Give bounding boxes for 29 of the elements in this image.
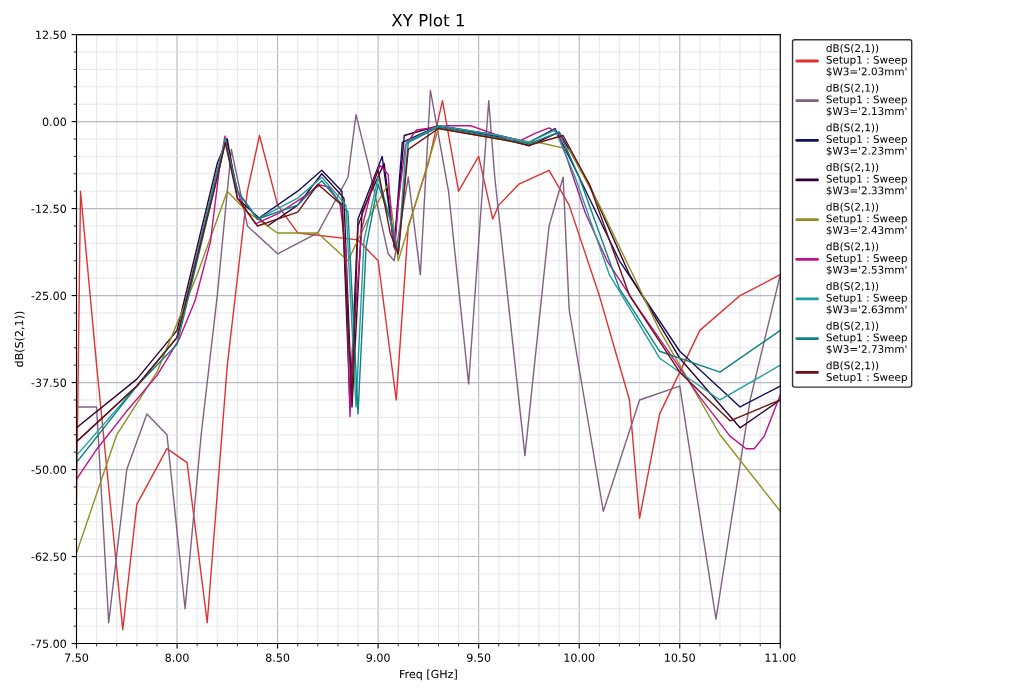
y-tick-label: -75.00 <box>31 639 67 648</box>
legend-label: dB(S(2,1)) Setup1 : Sweep $W3='2.43mm' <box>826 202 907 236</box>
legend-label: dB(S(2,1)) Setup1 : Sweep <box>826 361 907 383</box>
chart-title: XY Plot 1 <box>391 13 464 27</box>
x-axis-title: Freq [GHz] <box>400 669 457 681</box>
x-tick-label: 10.00 <box>564 653 595 662</box>
x-tick-label: 9.50 <box>467 653 491 662</box>
y-tick-label: 12.50 <box>36 30 67 39</box>
y-tick-label: -25.00 <box>31 291 67 300</box>
y-tick-label: -62.50 <box>31 552 67 561</box>
y-tick-label: 0.00 <box>42 117 67 126</box>
line-series <box>76 127 781 554</box>
legend-label: dB(S(2,1)) Setup1 : Sweep $W3='2.63mm' <box>826 281 907 315</box>
y-tick-label: -12.50 <box>31 204 67 213</box>
y-tick-label: -50.00 <box>31 465 67 474</box>
x-tick-label: 8.00 <box>165 653 189 662</box>
legend-label: dB(S(2,1)) Setup1 : Sweep $W3='2.73mm' <box>826 321 907 355</box>
legend-label: dB(S(2,1)) Setup1 : Sweep $W3='2.23mm' <box>826 123 907 157</box>
legend-label: dB(S(2,1)) Setup1 : Sweep $W3='2.33mm' <box>826 162 907 196</box>
y-axis-title: dB(S(2,1)) <box>14 311 25 367</box>
x-tick-label: 10.50 <box>665 653 695 662</box>
x-tick-label: 7.50 <box>65 653 89 662</box>
x-tick-label: 11.00 <box>765 653 796 662</box>
legend-label: dB(S(2,1)) Setup1 : Sweep $W3='2.53mm' <box>826 242 907 276</box>
legend-label: dB(S(2,1)) Setup1 : Sweep $W3='2.03mm' <box>826 43 907 77</box>
y-tick-label: -37.50 <box>31 378 67 387</box>
legend-label: dB(S(2,1)) Setup1 : Sweep $W3='2.13mm' <box>826 83 907 117</box>
x-tick-label: 9.00 <box>366 653 390 662</box>
x-tick-label: 8.50 <box>265 653 290 662</box>
